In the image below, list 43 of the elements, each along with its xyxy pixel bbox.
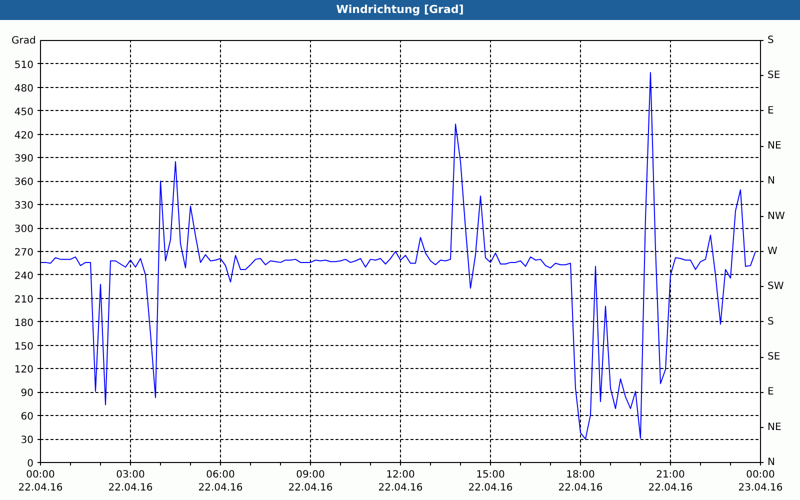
line-series xyxy=(40,72,756,440)
y-tick-label: 360 xyxy=(14,177,34,188)
category-label: S xyxy=(768,35,774,46)
chart-title: Windrichtung [Grad] xyxy=(336,2,464,18)
y-tick-label: 180 xyxy=(14,318,34,329)
y-tick-label: 60 xyxy=(20,412,34,423)
category-label: SE xyxy=(768,70,780,82)
y-tick-label: 300 xyxy=(14,224,34,236)
y-tick-label: 30 xyxy=(20,435,34,446)
category-label: S xyxy=(768,316,774,328)
y-tick-label: 390 xyxy=(14,154,34,165)
y-tick-label: 210 xyxy=(14,294,34,306)
category-label: N xyxy=(768,176,775,187)
category-label: E xyxy=(768,105,774,116)
category-label: W xyxy=(768,246,778,257)
category-label: NW xyxy=(768,210,785,222)
y-tick-label: 150 xyxy=(14,341,34,352)
category-label: NE xyxy=(768,140,782,152)
category-label: NE xyxy=(768,422,782,433)
x-tick-label: 00:00 23.04.16 xyxy=(738,470,783,494)
y-tick-label: 0 xyxy=(27,458,34,470)
y-tick-label: 450 xyxy=(14,106,34,118)
y-tick-label: 420 xyxy=(14,130,34,142)
y-tick-label: 240 xyxy=(14,270,34,282)
x-tick-label: 21:00 22.04.16 xyxy=(648,470,693,494)
category-label: N xyxy=(768,457,775,468)
y-tick-label: 330 xyxy=(14,200,34,212)
x-tick-label: 09:00 22.04.16 xyxy=(288,470,333,494)
x-tick-label: 00:00 22.04.16 xyxy=(18,470,63,494)
y-tick-label: 120 xyxy=(14,364,34,376)
category-label: SW xyxy=(768,281,784,292)
x-tick-label: 18:00 22.04.16 xyxy=(558,470,603,494)
x-tick-label: 06:00 22.04.16 xyxy=(198,470,243,494)
category-label: SE xyxy=(768,352,780,362)
y-tick-label: 480 xyxy=(14,83,34,94)
x-tick-label: 15:00 22.04.16 xyxy=(468,470,513,494)
y-tick-label: 510 xyxy=(14,60,34,71)
y-tick-label: 270 xyxy=(14,248,34,258)
y-axis-title: Grad xyxy=(12,36,36,46)
category-label: E xyxy=(768,386,774,398)
y-tick-label: 90 xyxy=(20,388,34,400)
x-tick-label: 03:00 22.04.16 xyxy=(108,470,153,494)
x-tick-label: 12:00 22.04.16 xyxy=(378,470,423,494)
